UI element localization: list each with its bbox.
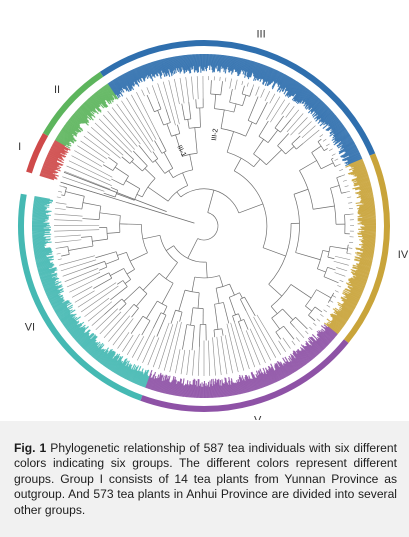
group-ring-III bbox=[99, 40, 376, 156]
tips-group-I bbox=[39, 139, 71, 181]
tips-group-VI bbox=[31, 196, 150, 388]
group-label-I: I bbox=[18, 141, 21, 153]
tips-group-III bbox=[107, 53, 363, 167]
group-ring-II bbox=[42, 71, 104, 137]
group-ring-VI bbox=[18, 193, 143, 401]
tips-group-IV bbox=[323, 158, 377, 335]
tips-group-V bbox=[145, 324, 338, 399]
group-rings bbox=[18, 40, 390, 412]
caption-text: Phylogenetic relationship of 587 tea ind… bbox=[14, 441, 397, 517]
caption-label: Fig. 1 bbox=[14, 441, 47, 455]
tips-group-II bbox=[54, 83, 119, 149]
group-label-II: II bbox=[54, 84, 60, 96]
subgroup-label-2: III-2 bbox=[211, 128, 220, 141]
group-labels: IIIIIIIVVVI bbox=[18, 28, 409, 420]
group-label-V: V bbox=[254, 415, 262, 420]
figure-caption: Fig. 1 Phylogenetic relationship of 587 … bbox=[14, 441, 397, 518]
group-label-III: III bbox=[257, 28, 266, 40]
tree-tips bbox=[31, 53, 377, 399]
group-ring-IV bbox=[343, 153, 390, 344]
group-label-VI: VI bbox=[25, 322, 35, 334]
subgroup-labels: III-1 III-2 bbox=[175, 128, 219, 158]
group-ring-V bbox=[140, 339, 349, 412]
caption-panel bbox=[0, 421, 409, 537]
group-label-IV: IV bbox=[398, 249, 409, 261]
subgroup-label-1: III-1 bbox=[175, 144, 187, 158]
group-ring-I bbox=[26, 133, 49, 174]
tree-branches bbox=[53, 75, 355, 376]
